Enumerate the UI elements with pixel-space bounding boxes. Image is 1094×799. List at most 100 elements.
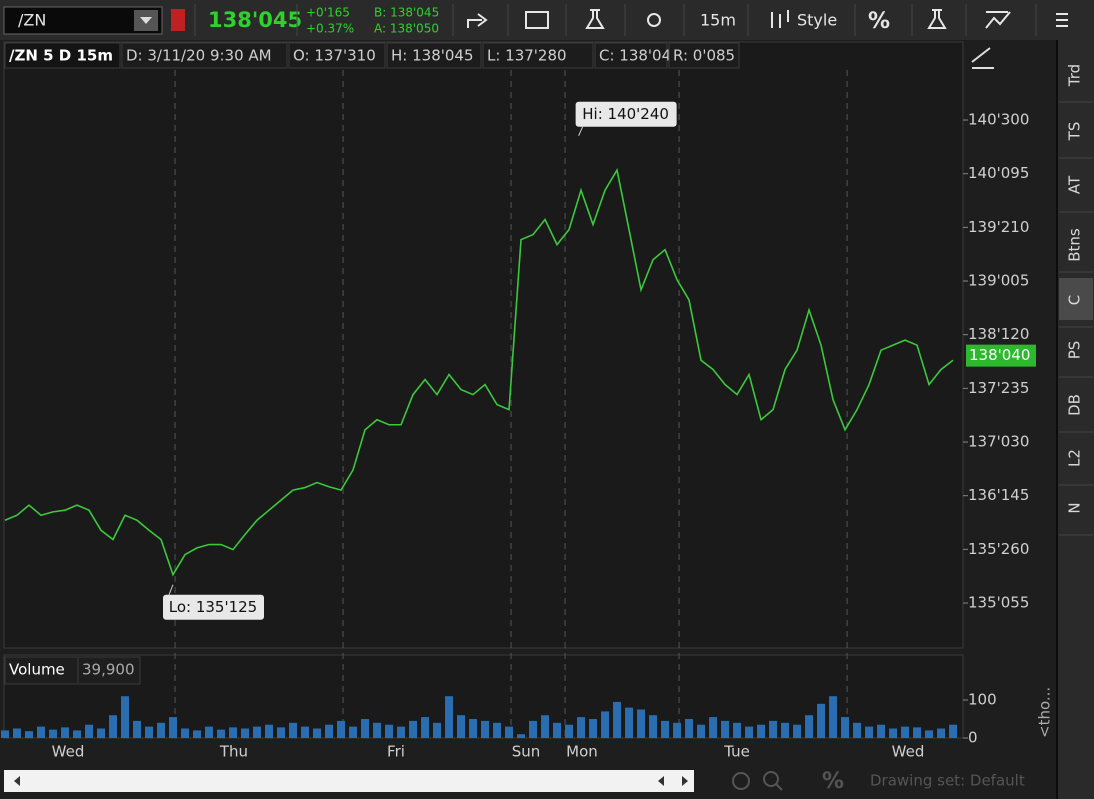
scroll-page-left[interactable] <box>658 776 664 786</box>
volume-bar <box>625 707 634 738</box>
volume-bar <box>49 729 58 738</box>
price-line <box>4 167 954 577</box>
volume-bar <box>709 717 718 738</box>
header-text: H: 138'045 <box>391 47 474 65</box>
scrollbar[interactable] <box>4 770 694 792</box>
sidebar-tab[interactable]: Btns <box>1066 228 1084 262</box>
volume-bar <box>469 719 478 738</box>
ask: A: 138'050 <box>374 22 439 36</box>
volume-bar <box>109 715 118 738</box>
header-cell <box>668 42 740 69</box>
volume-bar <box>349 726 358 738</box>
footer-icons[interactable] <box>732 771 783 791</box>
volume-bar <box>613 701 622 738</box>
volume-bar <box>529 720 538 738</box>
header-cell <box>121 42 288 69</box>
volume-bar <box>277 727 286 738</box>
volume-bar <box>541 715 550 738</box>
footer-percent[interactable]: % <box>822 769 844 794</box>
sidebar-tab[interactable]: N <box>1066 502 1084 513</box>
alert-badge[interactable] <box>171 9 185 31</box>
volume-bar <box>493 722 502 738</box>
scroll-left[interactable] <box>14 776 20 786</box>
volume-bar <box>409 720 418 738</box>
y-tick-label: 135'055 <box>968 594 1029 612</box>
volume-bar <box>61 727 70 738</box>
volume-legend <box>4 656 141 685</box>
percent-change: +0.37% <box>306 22 354 36</box>
volume-label: Volume <box>9 661 65 679</box>
drawing-tool-icon[interactable] <box>971 47 994 69</box>
y-tick-label: 137'235 <box>968 379 1029 397</box>
sidebar-tab[interactable]: L2 <box>1066 449 1084 467</box>
volume-bar <box>421 717 430 738</box>
volume-bar <box>481 720 490 738</box>
sidebar-tab-active <box>1059 278 1093 320</box>
volume-bar <box>565 724 574 738</box>
sidebar-tab[interactable]: DB <box>1066 394 1084 416</box>
volume-bar <box>445 696 454 738</box>
sidebar-tab[interactable]: Trd <box>1066 64 1084 87</box>
sidebar-tab[interactable]: C <box>1066 295 1084 305</box>
y-tick-label: 140'095 <box>968 164 1029 182</box>
annotation-box <box>575 101 677 127</box>
volume-unit: <tho... <box>1036 687 1054 738</box>
volume-bar <box>397 726 406 738</box>
x-tick-label: Wed <box>52 743 85 761</box>
annotation-box <box>163 594 265 620</box>
y-tick-label: 136'145 <box>968 486 1029 504</box>
volume-bar <box>505 726 514 738</box>
header-text: R: 0'085 <box>673 47 735 65</box>
volume-bar <box>157 722 166 738</box>
header-cell <box>288 42 386 69</box>
last-price-label: 138'040 <box>969 346 1030 364</box>
volume-bar <box>589 719 598 738</box>
bid: B: 138'045 <box>374 6 439 20</box>
y-tick-label: 139'005 <box>968 272 1029 290</box>
last-price-tag <box>966 344 1036 367</box>
annotation-pointer <box>578 126 584 136</box>
volume-bar <box>661 720 670 738</box>
dropdown-arrow <box>140 17 152 24</box>
volume-bar <box>733 722 742 738</box>
drawing-set[interactable]: Drawing set: Default <box>870 772 1025 790</box>
volume-bar <box>121 696 130 738</box>
volume-bar <box>97 728 106 738</box>
symbol: /ZN <box>18 11 46 30</box>
price-pane <box>3 41 964 649</box>
scroll-right[interactable] <box>682 776 688 786</box>
volume-bar <box>205 726 214 738</box>
volume-readout: 39,900 <box>82 661 135 679</box>
volume-bar <box>745 726 754 738</box>
volume-bar <box>373 722 382 738</box>
volume-bar <box>73 730 82 738</box>
volume-bar <box>361 719 370 738</box>
sidebar-tab[interactable]: PS <box>1066 341 1084 360</box>
volume-tick-label: 0 <box>968 729 978 747</box>
header-text: L: 137'280 <box>487 47 567 65</box>
volume-bar <box>337 720 346 738</box>
annotation-label: Hi: 140'240 <box>582 105 669 123</box>
style-button[interactable]: Style <box>797 11 837 30</box>
volume-bar <box>385 724 394 738</box>
volume-bar <box>241 728 250 738</box>
volume-bar <box>301 726 310 738</box>
volume-bar <box>649 715 658 738</box>
volume-bar <box>901 726 910 738</box>
volume-bar <box>769 720 778 738</box>
volume-bar <box>721 720 730 738</box>
percent-button[interactable]: % <box>868 9 890 34</box>
volume-bar <box>1 730 9 738</box>
volume-bar <box>949 724 958 738</box>
volume-bar <box>313 728 322 738</box>
volume-bar <box>289 722 298 738</box>
toolbar-icons[interactable] <box>467 9 1068 29</box>
header-text: C: 138'045 <box>599 47 681 65</box>
volume-bar <box>877 724 886 738</box>
volume-bar <box>457 715 466 738</box>
sidebar-tab[interactable]: TS <box>1066 122 1084 142</box>
x-tick-label: Wed <box>892 743 925 761</box>
interval[interactable]: 15m <box>700 11 736 30</box>
sidebar-tab[interactable]: AT <box>1066 175 1084 194</box>
